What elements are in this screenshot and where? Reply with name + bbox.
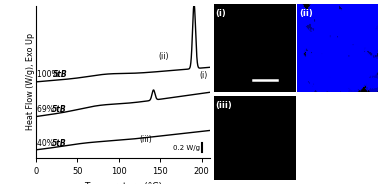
Text: 69%: 69% [37,105,56,114]
X-axis label: Temperature (°C): Temperature (°C) [84,182,162,184]
Text: 100%: 100% [37,70,61,79]
Text: 5tB: 5tB [52,105,67,114]
Text: 5tB: 5tB [52,139,67,148]
Text: (i): (i) [199,72,207,80]
Y-axis label: Heat Flow (W/g), Exo Up: Heat Flow (W/g), Exo Up [26,33,34,130]
Text: (iii): (iii) [139,135,152,144]
Text: 5tB: 5tB [53,70,68,79]
Text: (i): (i) [215,9,226,18]
Text: (ii): (ii) [158,52,169,61]
Text: (ii): (ii) [299,9,313,18]
Text: 0.2 W/g: 0.2 W/g [173,145,200,151]
Text: 40%: 40% [37,139,56,148]
Text: (iii): (iii) [215,101,232,110]
